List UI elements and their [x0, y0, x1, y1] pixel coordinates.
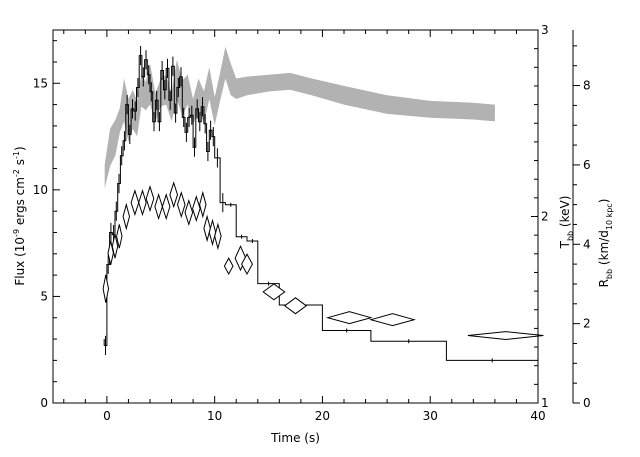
x-tick-label: 10 — [207, 409, 222, 423]
radius-diamond-marker — [467, 331, 544, 341]
radius-diamond-marker — [145, 185, 155, 213]
radius-diamond-marker — [161, 193, 171, 221]
radius-diamond-marker — [102, 274, 110, 303]
radius-diamond-marker — [214, 222, 222, 251]
y-tick-label-flux: 15 — [33, 76, 48, 90]
y-tick-label-flux: 10 — [33, 183, 48, 197]
x-axis-title: Time (s) — [270, 431, 320, 445]
kt-band-layer — [104, 46, 495, 189]
y-tick-label-radius: 4 — [583, 237, 591, 251]
y-tick-label-kt: 3 — [541, 23, 549, 37]
radius-diamond-marker — [223, 257, 234, 276]
radius-diamond-marker — [130, 189, 140, 217]
flux-histogram-layer — [103, 46, 538, 363]
radius-diamond-marker — [192, 195, 201, 223]
x-tick-label: 0 — [103, 409, 111, 423]
y-axis-title-flux: Flux (10-9 ergs cm-2 s-1) — [12, 146, 27, 285]
radius-diamond-marker — [176, 191, 186, 219]
radius-diamond-marker — [138, 189, 147, 217]
radius-diamond-marker — [262, 283, 286, 301]
y-tick-label-radius: 2 — [583, 317, 591, 331]
radius-diamond-marker — [122, 202, 131, 231]
radius-diamond-marker — [208, 218, 217, 247]
radius-diamond-marker — [111, 234, 119, 259]
y-tick-label-flux: 5 — [40, 289, 48, 303]
radius-diamond-marker — [241, 253, 253, 276]
y-axis-title-kt: Tbb (keV) — [558, 196, 575, 250]
radius-diamond-marker — [203, 214, 211, 243]
x-tick-label: 30 — [423, 409, 438, 423]
x-tick-label: 40 — [530, 409, 545, 423]
y-tick-label-flux: 0 — [40, 396, 48, 410]
y-tick-label-radius: 6 — [583, 158, 591, 172]
kt-band — [104, 46, 495, 189]
radius-diamond-marker — [325, 311, 373, 325]
y-tick-label-radius: 8 — [583, 79, 591, 93]
x-tick-label: 20 — [315, 409, 330, 423]
y-axis-title-radius: Rbb (km/d10 kpc) — [597, 199, 614, 288]
radius-diamond-layer — [102, 181, 544, 341]
radius-diamond-marker — [184, 198, 194, 227]
y-tick-label-kt: 1 — [541, 396, 549, 410]
radius-diamond-marker — [154, 193, 163, 221]
radius-diamond-marker — [369, 313, 416, 327]
radius-diamond-marker — [283, 297, 308, 315]
y-tick-label-radius: 0 — [583, 396, 591, 410]
radius-diamond-marker — [169, 181, 179, 209]
radius-diamond-marker — [116, 224, 123, 249]
y-tick-label-kt: 2 — [541, 210, 549, 224]
radius-diamond-marker — [199, 190, 207, 219]
